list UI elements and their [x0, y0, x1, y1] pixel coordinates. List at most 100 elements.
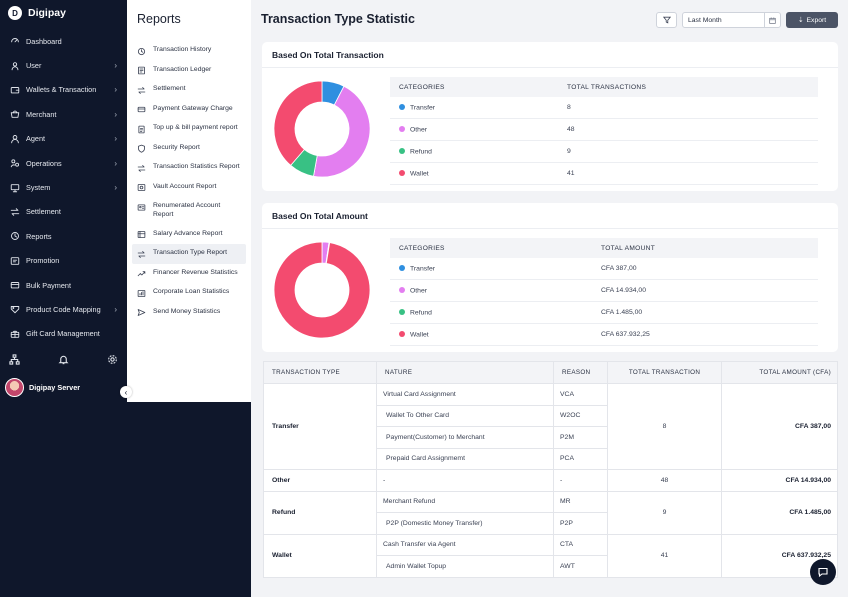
nature-cell: Admin Wallet Topup — [376, 555, 554, 578]
chat-button[interactable] — [810, 559, 836, 585]
product-code-icon — [10, 304, 20, 314]
donut-slice-other[interactable] — [313, 85, 371, 178]
sidebar-item-product-code-mapping[interactable]: Product Code Mapping › — [0, 297, 127, 321]
submenu-list: Transaction History Transaction Ledger Set… — [132, 41, 246, 322]
reason-cell: CTA — [553, 533, 608, 556]
value-cell: CFA 14.934,00 — [592, 279, 818, 303]
table-row: Other CFA 14.934,00 — [390, 279, 818, 303]
bulk-payment-icon — [10, 280, 20, 290]
value-cell: 8 — [558, 97, 818, 120]
submenu-item-security-report[interactable]: Security Report — [132, 139, 246, 159]
history-icon — [137, 47, 146, 56]
category-label: Refund — [410, 148, 432, 156]
reason-cell: AWT — [553, 555, 608, 578]
sidebar-item-merchant[interactable]: Merchant › — [0, 102, 127, 126]
total-amount-cell: CFA 14.934,00 — [721, 469, 838, 492]
col-transaction-type: TRANSACTION TYPE — [263, 361, 377, 384]
table-row: Refund 9 — [390, 140, 818, 163]
transfer-arrows-icon — [137, 250, 146, 259]
page-title: Transaction Type Statistic — [261, 12, 415, 26]
submenu-item-vault-account-report[interactable]: Vault Account Report — [132, 178, 246, 198]
sidebar-item-label: User — [26, 61, 42, 71]
submenu-item-salary-advance-report[interactable]: Salary Advance Report — [132, 225, 246, 245]
sidebar-item-wallets-transaction[interactable]: Wallets & Transaction › — [0, 78, 127, 102]
sitemap-icon[interactable] — [9, 353, 20, 367]
total-amount-cell: CFA 387,00 — [721, 383, 838, 470]
submenu-item-label: Renumerated Account Report — [153, 202, 221, 218]
total-amount-cell: CFA 637.932,25 — [721, 533, 838, 578]
submenu-item-top-up-bill-payment-report[interactable]: Top up & bill payment report — [132, 119, 246, 139]
submenu-item-label: Corporate Loan Statistics — [153, 288, 230, 296]
reason-cell: MR — [553, 490, 608, 513]
donut-slice-wallet[interactable] — [273, 241, 371, 339]
total-transaction-cell: 8 — [607, 383, 722, 470]
submenu-item-label: Transaction History — [153, 46, 212, 53]
sidebar-item-label: Merchant — [26, 109, 57, 119]
sidebar-item-agent[interactable]: Agent › — [0, 127, 127, 151]
total-transaction-table: CATEGORIES TOTAL TRANSACTIONS Transfer 8 O… — [390, 77, 818, 185]
total-transaction-cell: 48 — [607, 469, 722, 492]
submenu-item-settlement[interactable]: Settlement — [132, 80, 246, 100]
reason-cell: - — [553, 469, 608, 492]
reason-cell: P2P — [553, 512, 608, 535]
user-name: Digipay Server — [29, 383, 81, 392]
submenu-item-transaction-ledger[interactable]: Transaction Ledger — [132, 61, 246, 81]
table-row: Wallet 41 — [390, 162, 818, 185]
brand[interactable]: D Digipay — [8, 6, 66, 20]
submenu-item-label: Top up & bill payment report — [153, 124, 238, 131]
export-button[interactable]: ⇣ Export — [786, 12, 838, 28]
sidebar: D Digipay Dashboard User › Wallets & Transa… — [0, 0, 127, 597]
calendar-icon[interactable] — [764, 13, 780, 27]
submenu-item-transaction-statistics-report[interactable]: Transaction Statistics Report — [132, 158, 246, 178]
submenu-item-transaction-type-report[interactable]: Transaction Type Report — [132, 244, 246, 264]
sidebar-item-label: System — [26, 183, 51, 193]
system-icon — [10, 183, 20, 193]
gear-icon[interactable] — [107, 354, 118, 367]
collapse-sidebar-button[interactable]: ‹ — [120, 386, 132, 398]
card-title: Based On Total Transaction — [272, 50, 384, 60]
donut-slice-wallet[interactable] — [273, 80, 323, 166]
submenu-item-corporate-loan-statistics[interactable]: Corporate Loan Statistics — [132, 283, 246, 303]
sidebar-item-label: Operations — [26, 158, 62, 168]
sidebar-item-label: Agent — [26, 134, 46, 144]
topup-icon — [137, 125, 146, 134]
reason-cell: VCA — [553, 383, 608, 406]
sidebar-footer-fill — [127, 402, 251, 597]
submenu-item-transaction-history[interactable]: Transaction History — [132, 41, 246, 61]
submenu-item-label: Transaction Type Report — [153, 249, 228, 257]
submenu-item-payment-gateway-charge[interactable]: Payment Gateway Charge — [132, 100, 246, 120]
transaction-type-cell: Transfer — [263, 383, 377, 470]
legend-dot — [399, 169, 405, 176]
chevron-right-icon: › — [114, 183, 117, 193]
filter-button[interactable] — [656, 12, 677, 28]
sidebar-item-gift-card-management[interactable]: Gift Card Management — [0, 322, 127, 346]
chat-icon — [818, 567, 828, 578]
sidebar-item-label: Settlement — [26, 207, 61, 217]
download-icon: ⇣ — [797, 17, 804, 24]
bell-icon[interactable] — [58, 354, 69, 367]
col-total-amount: TOTAL AMOUNT — [592, 238, 818, 258]
submenu-item-label: Transaction Ledger — [153, 65, 212, 73]
date-range-select[interactable]: Last Month — [682, 12, 781, 28]
category-label: Transfer — [410, 265, 436, 273]
category-label: Other — [410, 126, 427, 134]
category-label: Refund — [410, 309, 432, 317]
submenu-item-financer-revenue-statistics[interactable]: Financer Revenue Statistics — [132, 264, 246, 284]
sidebar-item-bulk-payment[interactable]: Bulk Payment — [0, 273, 127, 297]
sidebar-item-dashboard[interactable]: Dashboard — [0, 29, 127, 53]
nature-cell: Merchant Refund — [376, 490, 554, 513]
sidebar-item-reports[interactable]: Reports — [0, 224, 127, 248]
user-profile[interactable]: Digipay Server — [5, 378, 80, 397]
submenu-item-renumerated-account-report[interactable]: Renumerated Account Report — [132, 197, 246, 225]
sidebar-item-operations[interactable]: Operations › — [0, 151, 127, 175]
user-icon — [10, 61, 20, 71]
sidebar-item-system[interactable]: System › — [0, 175, 127, 199]
sidebar-item-settlement[interactable]: Settlement — [0, 200, 127, 224]
gift-card-icon — [10, 329, 20, 339]
transaction-type-table: TRANSACTION TYPE NATURE REASON TOTAL TRA… — [263, 361, 838, 578]
sidebar-item-label: Dashboard — [26, 36, 62, 46]
col-nature: NATURE — [376, 361, 554, 384]
submenu-item-send-money-statistics[interactable]: Send Money Statistics — [132, 303, 246, 323]
sidebar-item-promotion[interactable]: Promotion — [0, 249, 127, 273]
sidebar-item-user[interactable]: User › — [0, 53, 127, 77]
